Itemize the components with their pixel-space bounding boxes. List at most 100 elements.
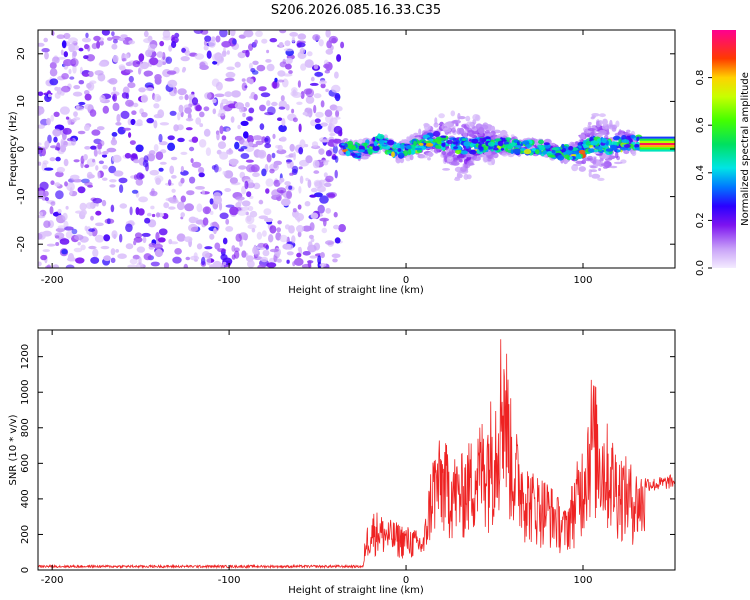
spectrogram-noise-cell: [103, 234, 111, 242]
spectrogram-noise-cell: [64, 181, 68, 187]
spectrogram-noise-cell: [121, 92, 128, 99]
spectrogram-noise-cell: [258, 86, 267, 92]
spectrogram-core-cell: [613, 135, 621, 141]
spectrogram-noise-cell: [84, 164, 90, 169]
spectrogram-x-axis-label: Height of straight line (km): [288, 285, 424, 296]
spectrogram-noise-cell: [338, 224, 346, 233]
spectrogram-noise-cell: [258, 199, 264, 205]
spectrogram-noise-cell: [273, 163, 278, 169]
spectrogram-noise-cell: [291, 91, 302, 98]
spectrogram-noise-cell: [65, 205, 69, 210]
spectrogram-noise-cell: [244, 180, 249, 190]
spectrogram-noise-cell: [304, 107, 313, 114]
spectrogram-noise-cell: [319, 195, 329, 204]
spectrogram-noise-cell: [119, 184, 124, 193]
spectrogram-noise-cell: [203, 45, 209, 51]
spectrogram-noise-cell: [177, 88, 187, 96]
spectrogram-noise-cell: [333, 224, 340, 230]
spectrogram-noise-cell: [326, 40, 332, 49]
spectrogram-noise-cell: [176, 233, 186, 242]
spectrogram-noise-cell: [255, 140, 264, 146]
spectrogram-signal-cell: [591, 113, 600, 117]
spectrogram-noise-cell: [63, 51, 68, 58]
spectrogram-noise-cell: [279, 234, 288, 243]
spectrogram-signal-cell: [500, 129, 508, 138]
spectrogram-noise-cell: [241, 206, 250, 211]
spectrogram-noise-cell: [194, 53, 205, 60]
spectrogram-noise-cell: [135, 178, 143, 186]
spectrogram-signal-cell: [433, 147, 440, 154]
spectrogram-core-cell: [587, 148, 596, 153]
snr-y-tick-label: 800: [20, 418, 31, 437]
spectrogram-noise-cell: [206, 256, 212, 266]
spectrogram-noise-cell: [57, 225, 66, 230]
spectrogram-signal-cell: [588, 171, 592, 178]
spectrogram-signal-cell: [478, 126, 485, 134]
spectrogram-noise-cell: [262, 249, 270, 257]
spectrogram-signal-cell: [615, 120, 620, 128]
spectrogram-noise-cell: [226, 66, 235, 71]
spectrogram-noise-cell: [235, 233, 242, 242]
spectrogram-noise-cell: [150, 261, 160, 267]
spectrogram-noise-cell: [325, 175, 334, 183]
spectrogram-noise-cell: [159, 161, 167, 165]
spectrogram-noise-cell: [84, 44, 90, 50]
spectrogram-core-cell: [535, 149, 540, 155]
spectrogram-noise-cell: [119, 203, 128, 209]
spectrogram-noise-cell: [252, 172, 260, 178]
spectrogram-noise-cell: [60, 144, 67, 153]
spectrogram-noise-cell: [39, 181, 49, 191]
spectrogram-noise-cell: [172, 256, 182, 264]
spectrogram-noise-cell: [106, 147, 117, 153]
spectrogram-signal-cell: [433, 122, 439, 128]
spectrogram-noise-cell: [84, 181, 93, 187]
spectrogram-noise-cell: [169, 110, 177, 116]
spectrogram-noise-cell: [46, 264, 52, 268]
spectrogram-noise-cell: [82, 73, 90, 77]
spectrogram-noise-cell: [307, 260, 312, 268]
spectrogram-signal-cell: [599, 158, 604, 162]
spectrogram-noise-cell: [280, 136, 287, 142]
spectrogram-noise-cell: [119, 65, 126, 71]
spectrogram-noise-cell: [305, 155, 313, 164]
spectrogram-noise-cell: [238, 165, 247, 170]
spectrogram-noise-cell: [38, 106, 45, 115]
spectrogram-signal-cell: [458, 116, 466, 120]
spectrogram-noise-cell: [264, 112, 274, 116]
spectrogram-core-cell: [485, 136, 491, 140]
spectrogram-noise-cell: [184, 50, 191, 56]
spectrogram-noise-cell: [334, 169, 338, 179]
spectrogram-noise-cell: [185, 117, 194, 122]
spectrogram-signal-cell: [420, 155, 428, 159]
spectrogram-noise-cell: [195, 104, 202, 112]
spectrogram-noise-cell: [49, 62, 57, 69]
spectrogram-noise-cell: [241, 78, 246, 82]
spectrogram-noise-cell: [286, 190, 293, 200]
snr-x-axis-label: Height of straight line (km): [288, 585, 424, 596]
spectrogram-signal-cell: [510, 134, 515, 138]
spectrogram-noise-cell: [288, 70, 293, 75]
spectrogram-noise-cell: [55, 156, 61, 162]
spectrogram-noise-cell: [112, 154, 122, 163]
spectrogram-noise-cell: [42, 190, 49, 197]
spectrogram-noise-cell: [309, 255, 318, 259]
snr-y-tick-label: 200: [20, 525, 31, 544]
spectrogram-core-cell: [500, 147, 505, 151]
spectrogram-signal-cell: [409, 154, 414, 161]
spectrogram-noise-cell: [72, 91, 83, 97]
spectrogram-noise-cell: [158, 228, 168, 236]
spectrogram-core-cell: [470, 150, 475, 153]
spectrogram-noise-cell: [138, 256, 142, 265]
spectrogram-core-cell: [377, 133, 381, 139]
spectrogram-noise-cell: [50, 180, 55, 185]
spectrogram-noise-cell: [81, 37, 92, 43]
spectrogram-noise-cell: [305, 88, 315, 98]
spectrogram-noise-cell: [257, 264, 266, 268]
spectrogram-noise-cell: [193, 252, 198, 260]
spectrogram-noise-cell: [296, 42, 306, 48]
spectrogram-noise-cell: [130, 118, 136, 126]
spectrogram-noise-cell: [184, 236, 193, 243]
spectrogram-noise-cell: [188, 216, 197, 224]
spectrogram-noise-cell: [280, 95, 285, 102]
spectrogram-noise-cell: [335, 105, 343, 112]
